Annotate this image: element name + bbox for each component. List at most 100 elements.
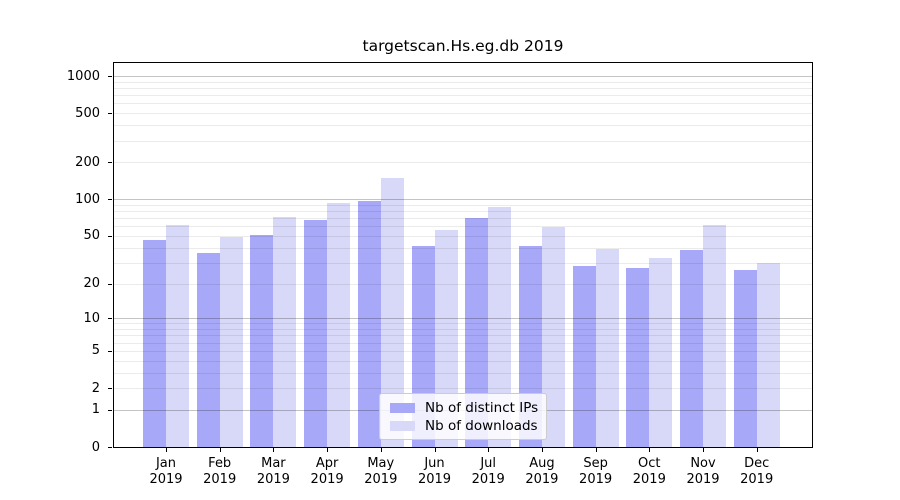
major-gridline [114, 199, 812, 201]
x-tick-month: Feb [208, 456, 232, 471]
bar-oct-distinct-ips [626, 268, 650, 447]
y-tick-label: 1 [91, 402, 100, 418]
y-tick [108, 350, 112, 352]
bar-dec-distinct-ips [733, 270, 757, 447]
minor-gridline [114, 360, 812, 362]
y-tick [108, 113, 112, 115]
x-tick-year: 2019 [471, 472, 505, 487]
minor-gridline [114, 247, 812, 249]
bar-jul-downloads [488, 206, 512, 447]
minor-gridline [114, 235, 812, 237]
x-tick-label: Nov 2019 [668, 456, 738, 488]
x-tick [219, 448, 221, 452]
y-tick-label: 500 [75, 105, 100, 121]
x-tick-year: 2019 [256, 472, 290, 487]
bar-jul-distinct-ips [465, 218, 489, 447]
bar-jan-downloads [166, 225, 189, 447]
legend: Nb of distinct IPs Nb of downloads [379, 393, 547, 440]
x-tick-year: 2019 [686, 472, 720, 487]
minor-gridline [114, 283, 812, 285]
x-tick [273, 448, 275, 452]
bar-sep-downloads [595, 248, 619, 447]
minor-gridline [114, 262, 812, 264]
minor-gridline [114, 103, 812, 105]
bar-aug-downloads [541, 227, 565, 447]
x-tick-month: Aug [529, 456, 555, 471]
x-tick-month: Apr [315, 456, 339, 471]
y-tick-label: 10 [83, 310, 100, 326]
major-gridline [114, 318, 812, 320]
x-tick-label: Aug 2019 [507, 456, 577, 488]
x-tick [488, 448, 490, 452]
bar-dec-downloads [756, 262, 780, 447]
x-tick-year: 2019 [364, 472, 398, 487]
x-tick [380, 448, 382, 452]
x-tick [166, 448, 167, 452]
x-tick-year: 2019 [579, 472, 613, 487]
y-tick [108, 388, 112, 389]
x-tick-label: Jan 2019 [131, 456, 201, 488]
y-tick [108, 409, 112, 411]
minor-gridline [114, 81, 812, 83]
x-tick-month: Jul [480, 456, 497, 471]
x-tick-label: Jul 2019 [453, 456, 523, 488]
y-tick-label: 200 [75, 154, 100, 170]
legend-item-distinct-ips: Nb of distinct IPs [386, 399, 540, 416]
x-tick-month: Sep [583, 456, 608, 471]
x-tick-month: Mar [261, 456, 286, 471]
legend-swatch-downloads [390, 420, 415, 431]
minor-gridline [114, 388, 812, 389]
x-tick [434, 448, 436, 452]
minor-gridline [114, 87, 812, 89]
minor-gridline [114, 329, 812, 330]
minor-gridline [114, 113, 812, 115]
bar-oct-downloads [649, 257, 673, 447]
y-tick [108, 199, 112, 201]
minor-gridline [114, 162, 812, 164]
bar-nov-distinct-ips [680, 250, 703, 447]
legend-label: Nb of distinct IPs [425, 399, 539, 416]
bar-may-downloads [380, 177, 404, 447]
minor-gridline [114, 211, 812, 213]
plot-area [113, 62, 813, 448]
x-tick-year: 2019 [203, 472, 237, 487]
minor-gridline [114, 342, 812, 344]
bar-mar-distinct-ips [250, 234, 274, 447]
bar-feb-distinct-ips [196, 253, 220, 447]
bar-jan-distinct-ips [143, 240, 166, 447]
x-tick-month: May [367, 456, 395, 471]
chart-title: targetscan.Hs.eg.db 2019 [362, 37, 564, 55]
y-tick [108, 283, 112, 285]
x-tick-month: Nov [690, 456, 716, 471]
bar-jun-downloads [434, 229, 458, 447]
x-tick-month: Oct [638, 456, 661, 471]
y-tick-label: 100 [75, 191, 100, 207]
minor-gridline [114, 140, 812, 142]
x-tick-label: Oct 2019 [614, 456, 684, 488]
major-gridline [114, 76, 812, 77]
minor-gridline [114, 218, 812, 220]
x-tick-label: Mar 2019 [238, 456, 308, 488]
x-tick [595, 448, 597, 452]
x-tick-label: Jun 2019 [400, 456, 470, 488]
x-tick [703, 448, 704, 452]
x-tick-year: 2019 [740, 472, 774, 487]
bar-nov-downloads [703, 224, 726, 447]
x-tick [541, 448, 543, 452]
y-tick-label: 0 [91, 439, 100, 455]
legend-item-downloads: Nb of downloads [386, 417, 540, 434]
y-tick [108, 447, 112, 448]
x-tick-label: May 2019 [346, 456, 416, 488]
x-tick-year: 2019 [417, 472, 452, 487]
minor-gridline [114, 204, 812, 206]
x-tick-year: 2019 [525, 472, 559, 487]
y-tick-label: 20 [83, 276, 100, 291]
minor-gridline [114, 335, 812, 337]
x-tick-label: Dec 2019 [722, 456, 792, 488]
x-tick [327, 448, 329, 452]
y-tick-label: 1000 [66, 68, 100, 84]
x-tick-month: Jan [155, 456, 177, 471]
bar-mar-downloads [273, 216, 297, 447]
legend-swatch-distinct-ips [390, 402, 415, 413]
